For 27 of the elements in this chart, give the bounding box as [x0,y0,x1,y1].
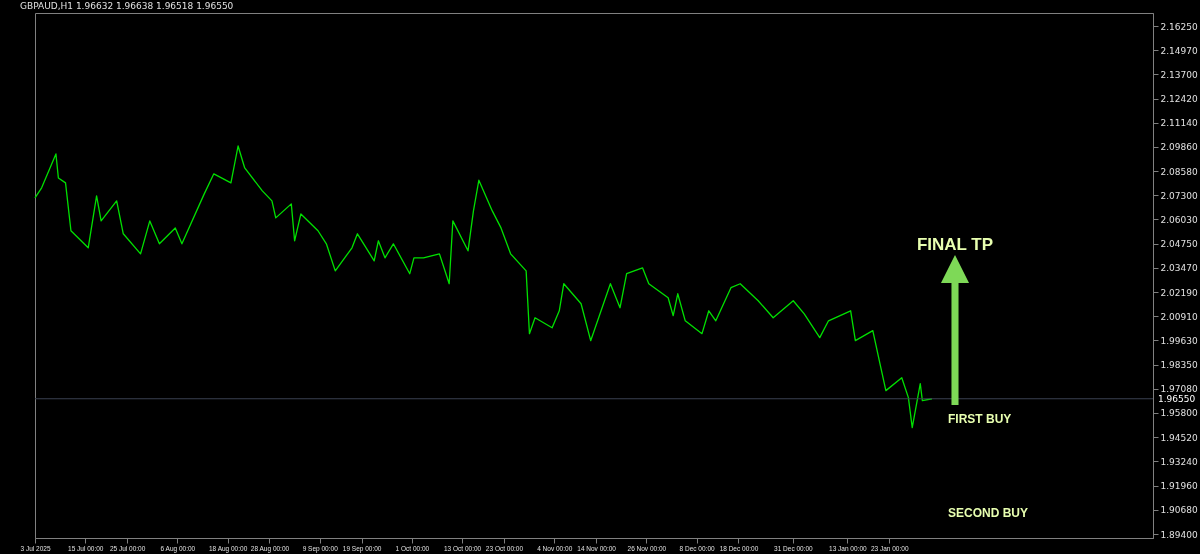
y-tick-label: 1.95800 [1160,408,1198,419]
chart-title: GBPAUD,H1 1.96632 1.96638 1.96518 1.96550 [20,1,234,11]
y-tick-label: 2.02190 [1160,287,1198,298]
y-tick-label: 1.99630 [1160,335,1198,346]
y-tick-label: 2.12420 [1160,94,1198,105]
annotation: FINAL TP [916,235,994,254]
y-tick-label: 1.94520 [1160,432,1198,443]
y-tick-label: 1.97080 [1160,384,1198,395]
y-tick-label: 1.91960 [1160,481,1198,492]
y-tick-label: 2.14970 [1160,45,1198,56]
y-tick-label: 2.08580 [1160,166,1198,177]
y-tick-label: 2.00910 [1160,311,1198,322]
y-tick-label: 1.98350 [1160,360,1198,371]
y-tick-label: 2.07300 [1160,190,1198,201]
annotation: SECOND BUY [948,506,1029,520]
y-tick-label: 2.16250 [1160,21,1198,32]
y-tick-label: 2.13700 [1160,69,1198,80]
y-tick-label: 2.11140 [1160,118,1198,129]
annotation: FIRST BUY [948,412,1012,426]
y-tick-label: 1.89400 [1160,529,1198,540]
ref-line-label: 1.96550 [1158,393,1196,404]
y-tick-label: 1.93240 [1160,456,1198,467]
y-tick-label: 1.90680 [1160,505,1198,516]
y-tick-label: 2.03470 [1160,263,1198,274]
y-tick-label: 2.06030 [1160,214,1198,225]
y-tick-label: 2.09860 [1160,142,1198,153]
y-tick-label: 2.04750 [1160,239,1198,250]
